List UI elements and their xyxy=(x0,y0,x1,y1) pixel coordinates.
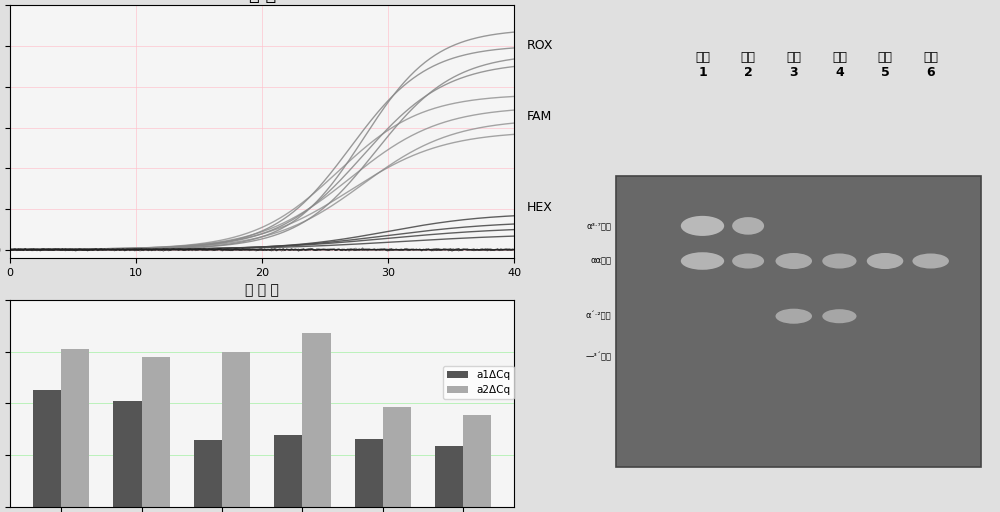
Text: FAM: FAM xyxy=(527,110,552,123)
Bar xyxy=(113,401,142,507)
Text: 样本
5: 样本 5 xyxy=(878,51,893,79)
Ellipse shape xyxy=(776,253,812,269)
Bar xyxy=(61,349,89,507)
Ellipse shape xyxy=(867,253,903,269)
Text: 样本
3: 样本 3 xyxy=(786,51,801,79)
Ellipse shape xyxy=(732,253,764,268)
Ellipse shape xyxy=(822,253,857,268)
X-axis label: 循 环 数: 循 环 数 xyxy=(245,284,279,297)
Bar xyxy=(274,435,302,507)
Bar xyxy=(383,407,411,507)
Text: —³´条带: —³´条带 xyxy=(585,352,611,361)
Text: ROX: ROX xyxy=(527,38,554,52)
Text: 样本
4: 样本 4 xyxy=(832,51,847,79)
Ellipse shape xyxy=(681,252,724,270)
Legend: a1ΔCq, a2ΔCq: a1ΔCq, a2ΔCq xyxy=(443,366,514,399)
Bar xyxy=(463,415,491,507)
Title: 扩 增: 扩 增 xyxy=(249,0,276,4)
Text: 样本
6: 样本 6 xyxy=(923,51,938,79)
Text: α´·²条带: α´·²条带 xyxy=(586,312,611,321)
Ellipse shape xyxy=(732,217,764,234)
Bar xyxy=(355,438,383,507)
Ellipse shape xyxy=(912,253,949,268)
Bar xyxy=(302,333,331,507)
Ellipse shape xyxy=(822,309,857,323)
Text: α³·⁷条带: α³·⁷条带 xyxy=(586,221,611,230)
Ellipse shape xyxy=(776,309,812,324)
Text: 样本
2: 样本 2 xyxy=(741,51,756,79)
Bar xyxy=(142,357,170,507)
Text: HEX: HEX xyxy=(527,201,553,214)
Bar xyxy=(222,352,250,507)
Text: 样本
1: 样本 1 xyxy=(695,51,710,79)
Bar xyxy=(194,440,222,507)
Bar xyxy=(33,390,61,507)
Bar xyxy=(435,446,463,507)
Ellipse shape xyxy=(681,216,724,236)
FancyBboxPatch shape xyxy=(616,176,981,467)
Text: αα条带: αα条带 xyxy=(590,257,611,266)
